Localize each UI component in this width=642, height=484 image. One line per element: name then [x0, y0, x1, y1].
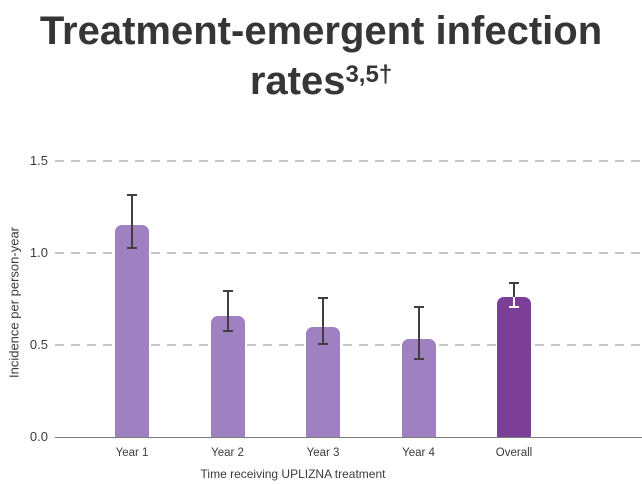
chart-title-line1: Treatment-emergent infection	[39, 9, 603, 53]
error-bar-cap-bottom	[222, 330, 233, 333]
x-tick-label: Year 3	[306, 447, 340, 459]
gridline	[55, 252, 642, 254]
error-bar-line	[322, 297, 324, 345]
gridline	[55, 160, 642, 162]
x-tick-label: Year 1	[115, 447, 149, 459]
chart-title: Treatment-emergent infection rates3,5†	[0, 6, 642, 106]
chart-title-line2: rates3,5†	[0, 56, 642, 106]
x-tick-label: Overall	[495, 447, 533, 459]
error-bar-cap-bottom	[318, 343, 328, 345]
x-tick-label: Year 4	[402, 447, 435, 459]
error-bar-cap-bottom	[413, 357, 424, 360]
chart-title-superscript: 3,5†	[345, 60, 393, 88]
y-tick-label: 1.0	[29, 245, 48, 260]
x-axis-line	[55, 437, 642, 438]
error-bar-line	[513, 297, 515, 309]
gridline	[55, 344, 642, 346]
error-bar-cap-top	[222, 289, 233, 292]
x-tick-label: Year 2	[211, 447, 244, 459]
y-axis-title: Incidence per person-year	[6, 226, 22, 379]
error-bar-cap-bottom	[509, 306, 519, 309]
error-bar-cap-top	[509, 282, 519, 285]
y-tick-label: 0.5	[29, 337, 48, 352]
error-bar-line	[131, 194, 133, 250]
x-axis-title: Time receiving UPLIZNA treatment	[200, 467, 386, 481]
error-bar-cap-top	[413, 306, 424, 309]
y-tick-label: 1.5	[29, 153, 48, 168]
error-bar-cap-bottom	[127, 247, 137, 250]
bar	[497, 297, 531, 437]
error-bar-line	[417, 306, 420, 360]
error-bar-line	[226, 289, 229, 333]
bar	[210, 315, 245, 437]
error-bar-cap-top	[127, 194, 137, 197]
bar	[115, 225, 149, 437]
y-tick-label: 0.0	[29, 429, 48, 444]
error-bar-cap-top	[318, 297, 328, 300]
error-bar-line	[513, 282, 515, 298]
chart-title-line2-base: rates	[249, 59, 346, 103]
